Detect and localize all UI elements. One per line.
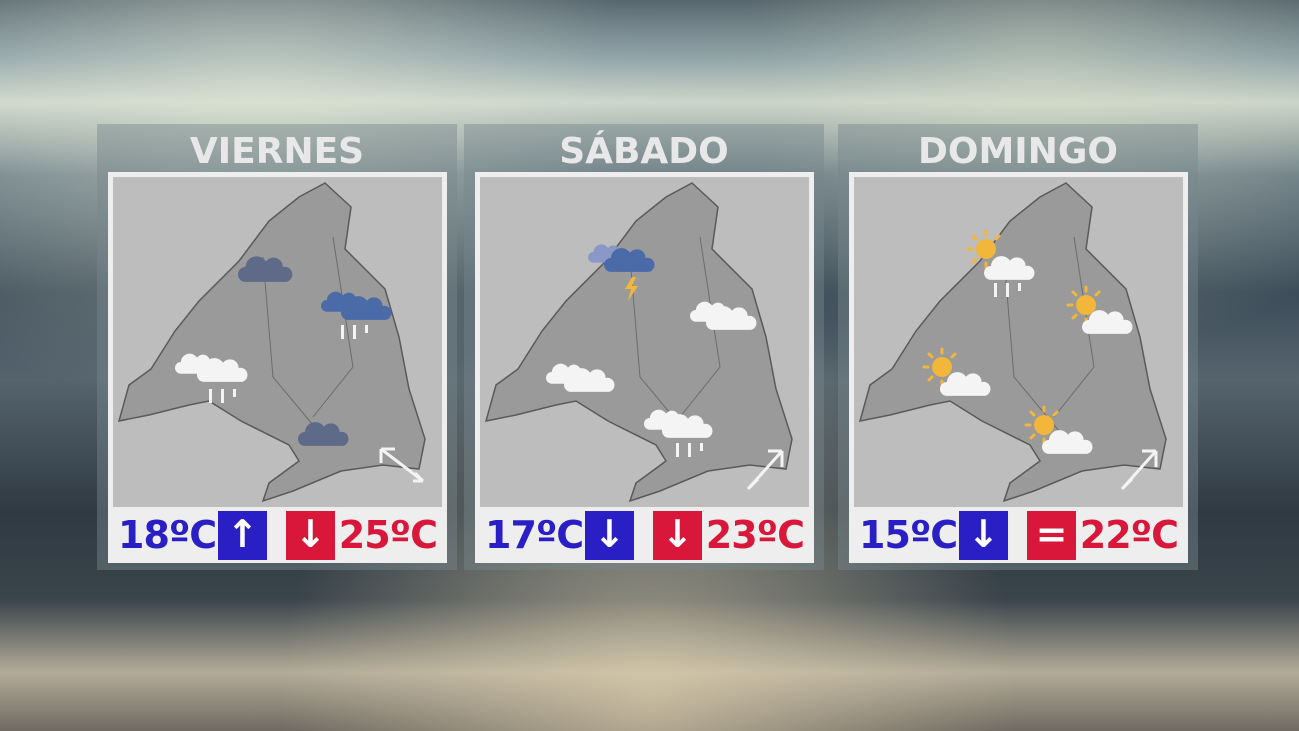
- rain-icon: [203, 389, 247, 405]
- max-trend-down-icon: ↓: [653, 511, 702, 560]
- max-temperature: 22ºC: [1079, 513, 1179, 557]
- region-map: [854, 177, 1183, 507]
- wind-arrow-northeast-icon: [1120, 449, 1158, 491]
- cloud-rain-white-icon: [197, 351, 249, 385]
- temperature-bar: 18ºC ↑ ↓ 25ºC: [108, 507, 447, 563]
- min-trend-up-icon: ↑: [218, 511, 267, 560]
- cloud-rain-white-icon: [662, 407, 714, 441]
- temperature-bar: 15ºC ↓ = 22ºC: [849, 507, 1188, 563]
- rain-icon: [335, 325, 379, 341]
- region-map: [113, 177, 442, 507]
- rain-icon: [988, 283, 1032, 299]
- cloud-white-icon: [940, 365, 992, 399]
- min-temperature: 15ºC: [859, 513, 958, 557]
- cloud-dark-icon: [298, 415, 350, 449]
- forecast-frame: 15ºC ↓ = 22ºC: [849, 172, 1188, 563]
- forecast-frame: 18ºC ↑ ↓ 25ºC: [108, 172, 447, 563]
- day-panel-sunday: DOMINGO 15ºC ↓ = 22ºC: [838, 124, 1198, 570]
- lightning-icon: [625, 277, 638, 301]
- region-map: [480, 177, 809, 507]
- cloud-white-icon: [706, 299, 758, 333]
- wind-arrow-northwest-icon: [379, 447, 425, 483]
- temperature-bar: 17ºC ↓ ↓ 23ºC: [475, 507, 814, 563]
- day-title: SÁBADO: [559, 131, 729, 172]
- cloud-white-icon: [984, 249, 1036, 283]
- rain-icon: [670, 443, 714, 459]
- day-title: VIERNES: [189, 131, 365, 172]
- day-title: DOMINGO: [918, 131, 1118, 172]
- cloud-dark-icon: [238, 249, 294, 285]
- wind-arrow-northeast-icon: [746, 449, 784, 491]
- max-temperature: 23ºC: [705, 513, 805, 557]
- day-panel-saturday: SÁBADO 17ºC ↓ ↓ 23ºC: [464, 124, 824, 570]
- max-trend-down-icon: ↓: [286, 511, 335, 560]
- cloud-storm-icon: [604, 241, 656, 275]
- min-trend-down-icon: ↓: [585, 511, 634, 560]
- cloud-white-icon: [1042, 423, 1094, 457]
- min-trend-down-icon: ↓: [959, 511, 1008, 560]
- cloud-white-icon: [564, 361, 616, 395]
- cloud-white-icon: [1082, 303, 1134, 337]
- min-temperature: 17ºC: [485, 513, 584, 557]
- cloud-rain-blue-icon: [341, 289, 393, 323]
- min-temperature: 18ºC: [118, 513, 217, 557]
- max-temperature: 25ºC: [338, 513, 438, 557]
- region-relief-map: [118, 182, 426, 502]
- forecast-frame: 17ºC ↓ ↓ 23ºC: [475, 172, 814, 563]
- day-panel-friday: VIERNES 18ºC ↑ ↓ 25ºC: [97, 124, 457, 570]
- max-trend-equal-icon: =: [1027, 511, 1076, 560]
